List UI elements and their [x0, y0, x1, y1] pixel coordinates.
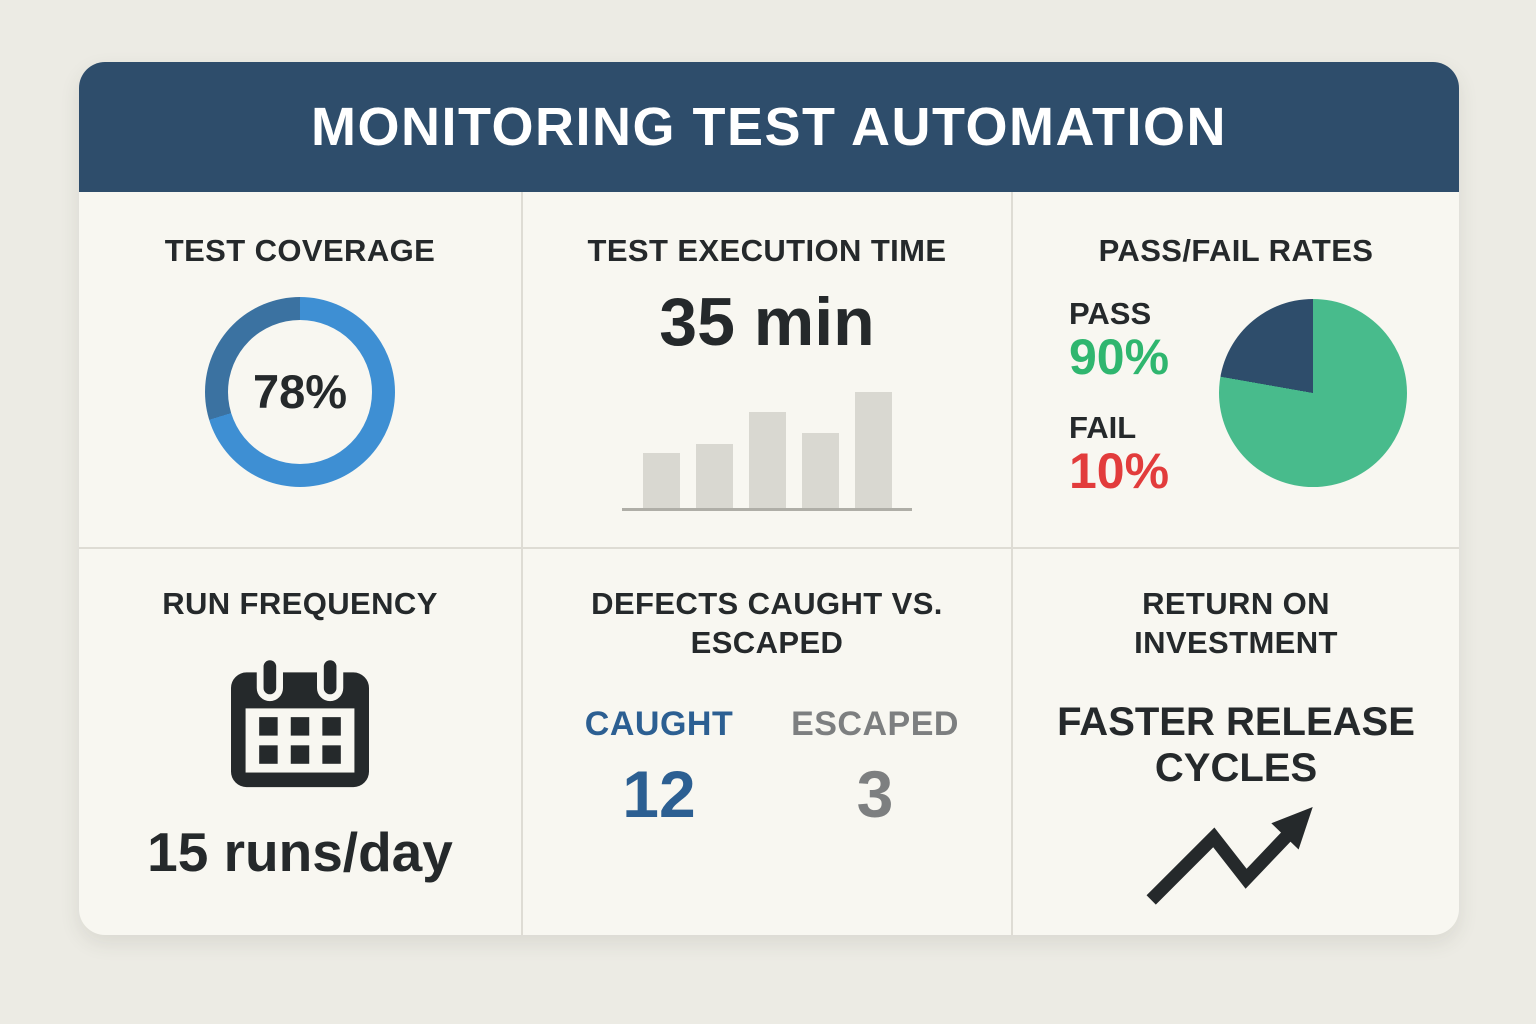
bar: [854, 391, 892, 508]
bar: [695, 443, 733, 508]
panel-title-test-coverage: TEST COVERAGE: [164, 233, 436, 268]
panel-pass-fail-rates: PASS/FAIL RATES PASS 90% FAIL 10%: [1013, 192, 1459, 549]
execution-time-value: 35 min: [659, 283, 875, 360]
escaped-value: 3: [856, 756, 894, 831]
page-title: MONITORING TEST AUTOMATION: [311, 97, 1227, 157]
fail-label: FAIL: [1069, 410, 1137, 446]
panel-defects: DEFECTS CAUGHT VS. ESCAPED CAUGHT 12 ESC…: [523, 549, 1013, 935]
defects-escaped-column: ESCAPED 3: [790, 705, 960, 832]
bar: [642, 452, 680, 508]
defects-columns: CAUGHT 12 ESCAPED 3: [574, 705, 960, 832]
metrics-grid: TEST COVERAGE 78% TEST EXECUTION TIME 35…: [79, 192, 1459, 935]
run-frequency-value: 15 runs/day: [147, 820, 453, 883]
donut-chart-hole: 78%: [228, 319, 372, 464]
panel-title-pass-fail-rates: PASS/FAIL RATES: [1098, 233, 1374, 268]
panel-title-run-frequency: RUN FREQUENCY: [162, 586, 438, 621]
panel-run-frequency: RUN FREQUENCY 15 runs/day: [79, 549, 523, 935]
bar-chart-baseline: [622, 507, 912, 511]
panel-test-coverage: TEST COVERAGE 78%: [79, 192, 523, 549]
defects-caught-column: CAUGHT 12: [574, 705, 744, 832]
donut-chart: 78%: [205, 296, 395, 487]
caught-value: 12: [622, 756, 696, 831]
coverage-percentage: 78%: [252, 365, 348, 419]
upward-trend-arrow-icon: [1145, 801, 1327, 911]
bar-chart: [622, 389, 912, 508]
panel-roi: RETURN ON INVESTMENT FASTER RELEASE CYCL…: [1013, 549, 1459, 935]
bar: [801, 432, 839, 508]
panel-title-test-execution-time: TEST EXECUTION TIME: [587, 233, 947, 268]
pass-label: PASS: [1069, 295, 1152, 331]
roi-value: FASTER RELEASE CYCLES: [1057, 699, 1415, 790]
fail-value: 10%: [1069, 443, 1170, 500]
escaped-label: ESCAPED: [791, 704, 959, 743]
panel-test-execution-time: TEST EXECUTION TIME 35 min: [523, 192, 1013, 549]
pie-chart: [1219, 298, 1407, 487]
calendar-icon: [227, 648, 373, 796]
caught-label: CAUGHT: [584, 704, 734, 743]
header-banner: MONITORING TEST AUTOMATION: [79, 62, 1459, 192]
pass-value: 90%: [1069, 328, 1170, 385]
panel-title-roi: RETURN ON INVESTMENT: [1134, 586, 1338, 660]
pass-fail-body: PASS 90% FAIL 10%: [1013, 295, 1459, 498]
bar: [748, 411, 786, 508]
dashboard-card: MONITORING TEST AUTOMATION TEST COVERAGE…: [79, 62, 1459, 935]
panel-title-defects: DEFECTS CAUGHT VS. ESCAPED: [591, 586, 943, 660]
pass-fail-legend: PASS 90% FAIL 10%: [1069, 295, 1169, 498]
